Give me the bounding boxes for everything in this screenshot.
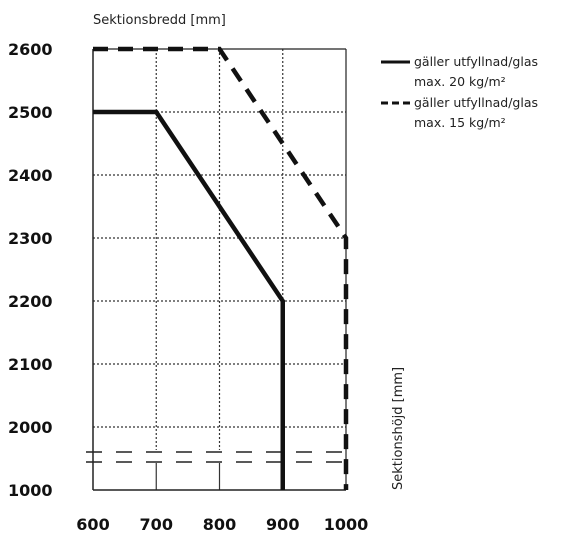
- tick-labels: 2600 2500 2400 2300 2200 2100 2000 1000 600 700 80…: [8, 40, 368, 534]
- x-tick-label: 600: [76, 515, 109, 534]
- grid: [93, 49, 346, 490]
- y-tick-label: 2400: [8, 166, 53, 185]
- y-tick-label: 2600: [8, 40, 53, 59]
- y-tick-label: 2000: [8, 418, 53, 437]
- x-tick-label: 1000: [324, 515, 369, 534]
- x-tick-label: 800: [203, 515, 236, 534]
- y-tick-label: 2200: [8, 292, 53, 311]
- legend-label-sub: max. 15 kg/m²: [414, 115, 506, 130]
- x-tick-label: 700: [140, 515, 173, 534]
- y-axis-label: Sektionshöjd [mm]: [391, 367, 406, 490]
- y-tick-label: 1000: [8, 481, 53, 500]
- y-tick-label: 2500: [8, 103, 53, 122]
- legend-label: gäller utfyllnad/glas: [414, 95, 538, 110]
- y-tick-label: 2100: [8, 355, 53, 374]
- legend-label-sub: max. 20 kg/m²: [414, 74, 506, 89]
- legend-label: gäller utfyllnad/glas: [414, 54, 538, 69]
- x-axis-label: Sektionsbredd [mm]: [93, 13, 226, 28]
- axis-break: [86, 451, 355, 463]
- legend: gäller utfyllnad/glas max. 20 kg/m² gäller…: [381, 54, 538, 130]
- series-line-solid: [93, 109, 285, 490]
- x-tick-label: 900: [266, 515, 299, 534]
- series-line-dashed: [93, 46, 349, 490]
- y-tick-label: 2300: [8, 229, 53, 248]
- series-group: [93, 46, 349, 490]
